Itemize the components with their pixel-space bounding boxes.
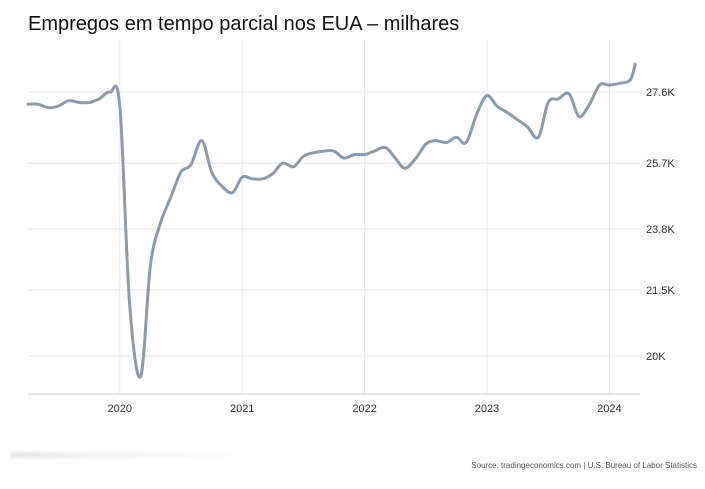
x-tick-label: 2022 (352, 403, 376, 415)
grid-lines (28, 40, 640, 394)
y-tick-label: 21.5K (646, 285, 675, 297)
x-tick-label: 2020 (108, 403, 132, 415)
x-axis-ticks: 2020 2021 2022 2023 2024 (108, 403, 622, 415)
y-tick-label: 23.8K (646, 224, 675, 236)
x-tick-label: 2021 (230, 403, 254, 415)
y-tick-label: 20K (646, 351, 666, 363)
x-tick-label: 2023 (475, 403, 499, 415)
x-tick-label: 2024 (597, 403, 621, 415)
series-line-part-time-employment (26, 62, 637, 379)
y-tick-label: 25.7K (646, 158, 675, 170)
source-caption: Source: tradingeconomics.com | U.S. Bure… (471, 461, 697, 470)
chart-title: Empregos em tempo parcial nos EUA – milh… (28, 13, 460, 35)
y-tick-label: 27.6K (646, 87, 675, 99)
y-axis-ticks: 27.6K 25.7K 23.8K 21.5K 20K (646, 87, 675, 363)
blurred-legend-bar (10, 452, 250, 458)
